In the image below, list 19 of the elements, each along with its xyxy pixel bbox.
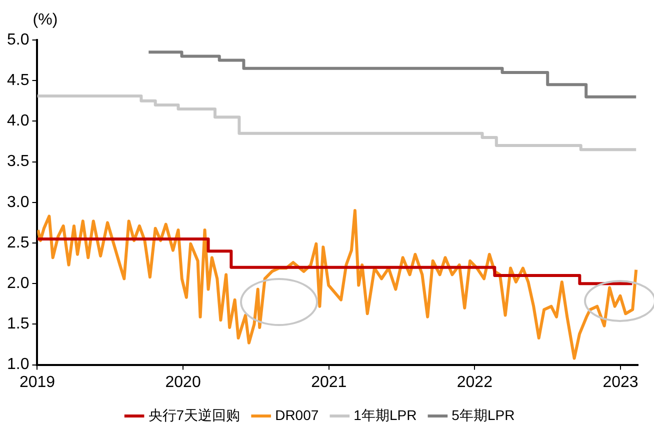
x-tick-label: 2023 xyxy=(602,374,638,391)
y-tick-label: 1.5 xyxy=(6,316,30,333)
legend-label: 1年期LPR xyxy=(354,406,417,423)
y-tick-label: 2.5 xyxy=(6,234,30,252)
x-tick-label: 2020 xyxy=(165,374,201,391)
x-tick-label: 2019 xyxy=(19,374,56,391)
legend-label: 5年期LPR xyxy=(452,406,515,423)
legend-label: 央行7天逆回购 xyxy=(148,406,240,423)
y-tick-label: 2.0 xyxy=(6,275,30,292)
y-tick-label: 3.5 xyxy=(6,153,30,170)
legend-label: DR007 xyxy=(275,406,319,423)
x-tick-label: 2022 xyxy=(456,374,493,391)
y-tick-label: 4.0 xyxy=(6,112,30,130)
y-tick-label: 3.0 xyxy=(6,194,30,211)
y-tick-label: 1.0 xyxy=(6,356,30,374)
y-tick-label: 5.0 xyxy=(6,31,30,48)
y-tick-label: 4.5 xyxy=(6,72,30,90)
y-axis-title: (%) xyxy=(32,11,58,28)
x-tick-label: 2021 xyxy=(311,374,347,391)
